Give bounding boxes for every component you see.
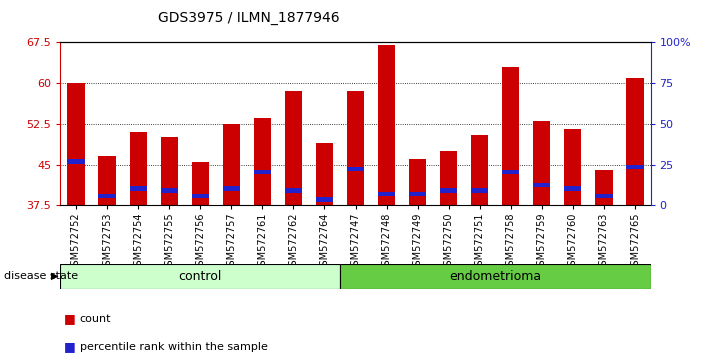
Bar [60,264,340,289]
Bar [565,129,582,205]
Bar [223,186,240,191]
Bar [471,135,488,205]
Bar [626,165,643,169]
Bar [409,192,426,196]
Bar [192,194,209,198]
Bar [626,78,643,205]
Bar [68,159,85,164]
Bar [378,192,395,196]
Bar [316,143,333,205]
Bar [378,45,395,205]
Bar [254,119,271,205]
Bar [99,156,116,205]
Bar [254,170,271,175]
Bar [409,159,426,205]
Bar [595,194,612,198]
Text: GDS3975 / ILMN_1877946: GDS3975 / ILMN_1877946 [158,11,340,25]
Bar [223,124,240,205]
Text: ■: ■ [64,341,76,353]
Bar [340,264,651,289]
Bar [595,170,612,205]
Bar [502,67,519,205]
Text: count: count [80,314,111,324]
Bar [129,132,146,205]
Bar [533,121,550,205]
Bar [129,186,146,191]
Bar [502,170,519,175]
Text: control: control [178,270,222,282]
Bar [161,137,178,205]
Bar [471,188,488,193]
Bar [161,188,178,193]
Bar [440,188,457,193]
Bar [192,162,209,205]
Bar [285,188,302,193]
Bar [440,151,457,205]
Text: percentile rank within the sample: percentile rank within the sample [80,342,267,352]
Bar [347,91,364,205]
Bar [68,83,85,205]
Text: disease state: disease state [4,271,77,281]
Bar [533,183,550,187]
Text: ■: ■ [64,312,76,325]
Bar [99,194,116,198]
Text: ▶: ▶ [51,271,59,281]
Text: endometrioma: endometrioma [449,270,541,282]
Bar [565,186,582,191]
Bar [316,197,333,201]
Bar [347,167,364,171]
Bar [285,91,302,205]
